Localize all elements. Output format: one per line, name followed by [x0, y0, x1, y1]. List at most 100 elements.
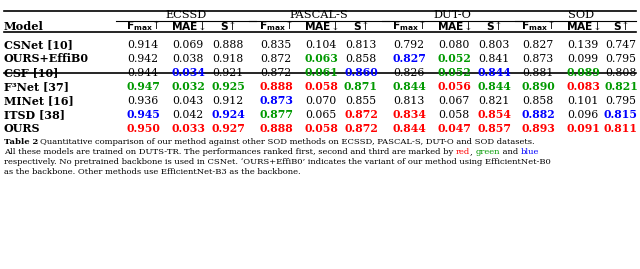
Text: $\mathbf{S}$↑: $\mathbf{S}$↑ [486, 19, 502, 33]
Text: 0.058: 0.058 [304, 123, 338, 134]
Text: 0.844: 0.844 [392, 82, 426, 93]
Text: 0.918: 0.918 [212, 54, 244, 64]
Text: respectively. No pretrained backbone is used in CSNet. ‘OURS+EffiB0’ indicates t: respectively. No pretrained backbone is … [4, 158, 551, 166]
Text: 0.841: 0.841 [478, 54, 509, 64]
Text: 0.947: 0.947 [126, 82, 160, 93]
Text: 0.881: 0.881 [522, 68, 554, 78]
Text: 0.834: 0.834 [392, 109, 426, 121]
Text: 0.038: 0.038 [172, 54, 204, 64]
Text: $\mathbf{F}_{\mathbf{max}}$↑: $\mathbf{F}_{\mathbf{max}}$↑ [392, 19, 426, 33]
Text: 0.052: 0.052 [437, 54, 471, 65]
Text: 0.844: 0.844 [392, 123, 426, 134]
Text: 0.792: 0.792 [394, 40, 424, 50]
Text: ,: , [470, 148, 476, 156]
Text: 0.857: 0.857 [477, 123, 511, 134]
Text: 0.858: 0.858 [522, 96, 554, 106]
Text: 0.811: 0.811 [604, 123, 638, 134]
Text: 0.827: 0.827 [392, 54, 426, 65]
Text: F³Net [37]: F³Net [37] [4, 82, 69, 93]
Text: $\mathbf{MAE}$↓: $\mathbf{MAE}$↓ [436, 20, 471, 32]
Text: 0.803: 0.803 [478, 40, 509, 50]
Text: 0.888: 0.888 [259, 82, 293, 93]
Text: $\mathbf{S}$↑: $\mathbf{S}$↑ [613, 19, 629, 33]
Text: 0.924: 0.924 [211, 109, 245, 121]
Text: 0.795: 0.795 [605, 54, 637, 64]
Text: 0.033: 0.033 [171, 123, 205, 134]
Text: 0.950: 0.950 [126, 123, 160, 134]
Text: Quantitative comparison of our method against other SOD methods on ECSSD, PASCAL: Quantitative comparison of our method ag… [40, 138, 534, 146]
Text: 0.091: 0.091 [566, 123, 600, 134]
Text: 0.061: 0.061 [304, 68, 338, 79]
Text: 0.034: 0.034 [171, 68, 205, 79]
Text: 0.844: 0.844 [477, 82, 511, 93]
Text: $\mathbf{S}$↑: $\mathbf{S}$↑ [353, 19, 369, 33]
Text: 0.944: 0.944 [127, 68, 159, 78]
Text: 0.047: 0.047 [437, 123, 471, 134]
Text: 0.089: 0.089 [566, 68, 600, 79]
Text: green: green [476, 148, 500, 156]
Text: 0.860: 0.860 [344, 68, 378, 79]
Text: 0.815: 0.815 [604, 109, 638, 121]
Text: $\mathbf{F}_{\mathbf{max}}$↑: $\mathbf{F}_{\mathbf{max}}$↑ [126, 19, 160, 33]
Text: 0.795: 0.795 [605, 96, 637, 106]
Text: 0.871: 0.871 [344, 82, 378, 93]
Text: 0.854: 0.854 [477, 109, 511, 121]
Text: 0.101: 0.101 [567, 96, 598, 106]
Text: 0.813: 0.813 [346, 40, 377, 50]
Text: 0.858: 0.858 [346, 54, 376, 64]
Text: $\mathbf{MAE}$↓: $\mathbf{MAE}$↓ [171, 20, 205, 32]
Text: 0.104: 0.104 [305, 40, 337, 50]
Text: 0.032: 0.032 [171, 82, 205, 93]
Text: 0.813: 0.813 [394, 96, 425, 106]
Text: 0.070: 0.070 [305, 96, 337, 106]
Text: 0.945: 0.945 [126, 109, 160, 121]
Text: 0.844: 0.844 [477, 68, 511, 79]
Text: 0.083: 0.083 [566, 82, 600, 93]
Text: 0.925: 0.925 [211, 82, 245, 93]
Text: 0.835: 0.835 [260, 40, 292, 50]
Text: 0.873: 0.873 [522, 54, 554, 64]
Text: 0.826: 0.826 [394, 68, 425, 78]
Text: 0.914: 0.914 [127, 40, 159, 50]
Text: 0.872: 0.872 [260, 68, 292, 78]
Text: 0.069: 0.069 [172, 40, 204, 50]
Text: 0.912: 0.912 [212, 96, 244, 106]
Text: MINet [16]: MINet [16] [4, 95, 74, 107]
Text: blue: blue [521, 148, 539, 156]
Text: 0.827: 0.827 [522, 40, 554, 50]
Text: ITSD [38]: ITSD [38] [4, 109, 65, 121]
Text: 0.099: 0.099 [568, 54, 598, 64]
Text: red: red [456, 148, 470, 156]
Text: 0.067: 0.067 [438, 96, 470, 106]
Text: 0.872: 0.872 [344, 123, 378, 134]
Text: 0.056: 0.056 [437, 82, 471, 93]
Text: 0.063: 0.063 [304, 54, 338, 65]
Text: $\mathbf{MAE}$↓: $\mathbf{MAE}$↓ [566, 20, 600, 32]
Text: 0.921: 0.921 [212, 68, 244, 78]
Text: as the backbone. Other methods use EfficientNet-B3 as the backbone.: as the backbone. Other methods use Effic… [4, 168, 301, 176]
Text: ECSSD: ECSSD [165, 10, 207, 20]
Text: 0.821: 0.821 [604, 82, 638, 93]
Text: All these models are trained on DUTS-TR. The performances ranked first, second a: All these models are trained on DUTS-TR.… [4, 148, 456, 156]
Text: SOD: SOD [568, 10, 594, 20]
Text: 0.942: 0.942 [127, 54, 159, 64]
Text: 0.052: 0.052 [437, 68, 471, 79]
Text: 0.888: 0.888 [259, 123, 293, 134]
Text: 0.888: 0.888 [212, 40, 244, 50]
Text: 0.080: 0.080 [438, 40, 470, 50]
Text: DUT-O: DUT-O [433, 10, 471, 20]
Text: $\mathbf{S}$↑: $\mathbf{S}$↑ [220, 19, 236, 33]
Text: 0.890: 0.890 [521, 82, 555, 93]
Text: 0.821: 0.821 [478, 96, 509, 106]
Text: Table 2: Table 2 [4, 138, 38, 146]
Text: PASCAL-S: PASCAL-S [290, 10, 348, 20]
Text: $\mathbf{MAE}$↓: $\mathbf{MAE}$↓ [303, 20, 339, 32]
Text: 0.065: 0.065 [305, 110, 337, 120]
Text: 0.139: 0.139 [568, 40, 598, 50]
Text: and: and [500, 148, 521, 156]
Text: 0.042: 0.042 [172, 110, 204, 120]
Text: 0.927: 0.927 [211, 123, 245, 134]
Text: 0.872: 0.872 [344, 109, 378, 121]
Text: 0.855: 0.855 [346, 96, 376, 106]
Text: 0.872: 0.872 [260, 54, 292, 64]
